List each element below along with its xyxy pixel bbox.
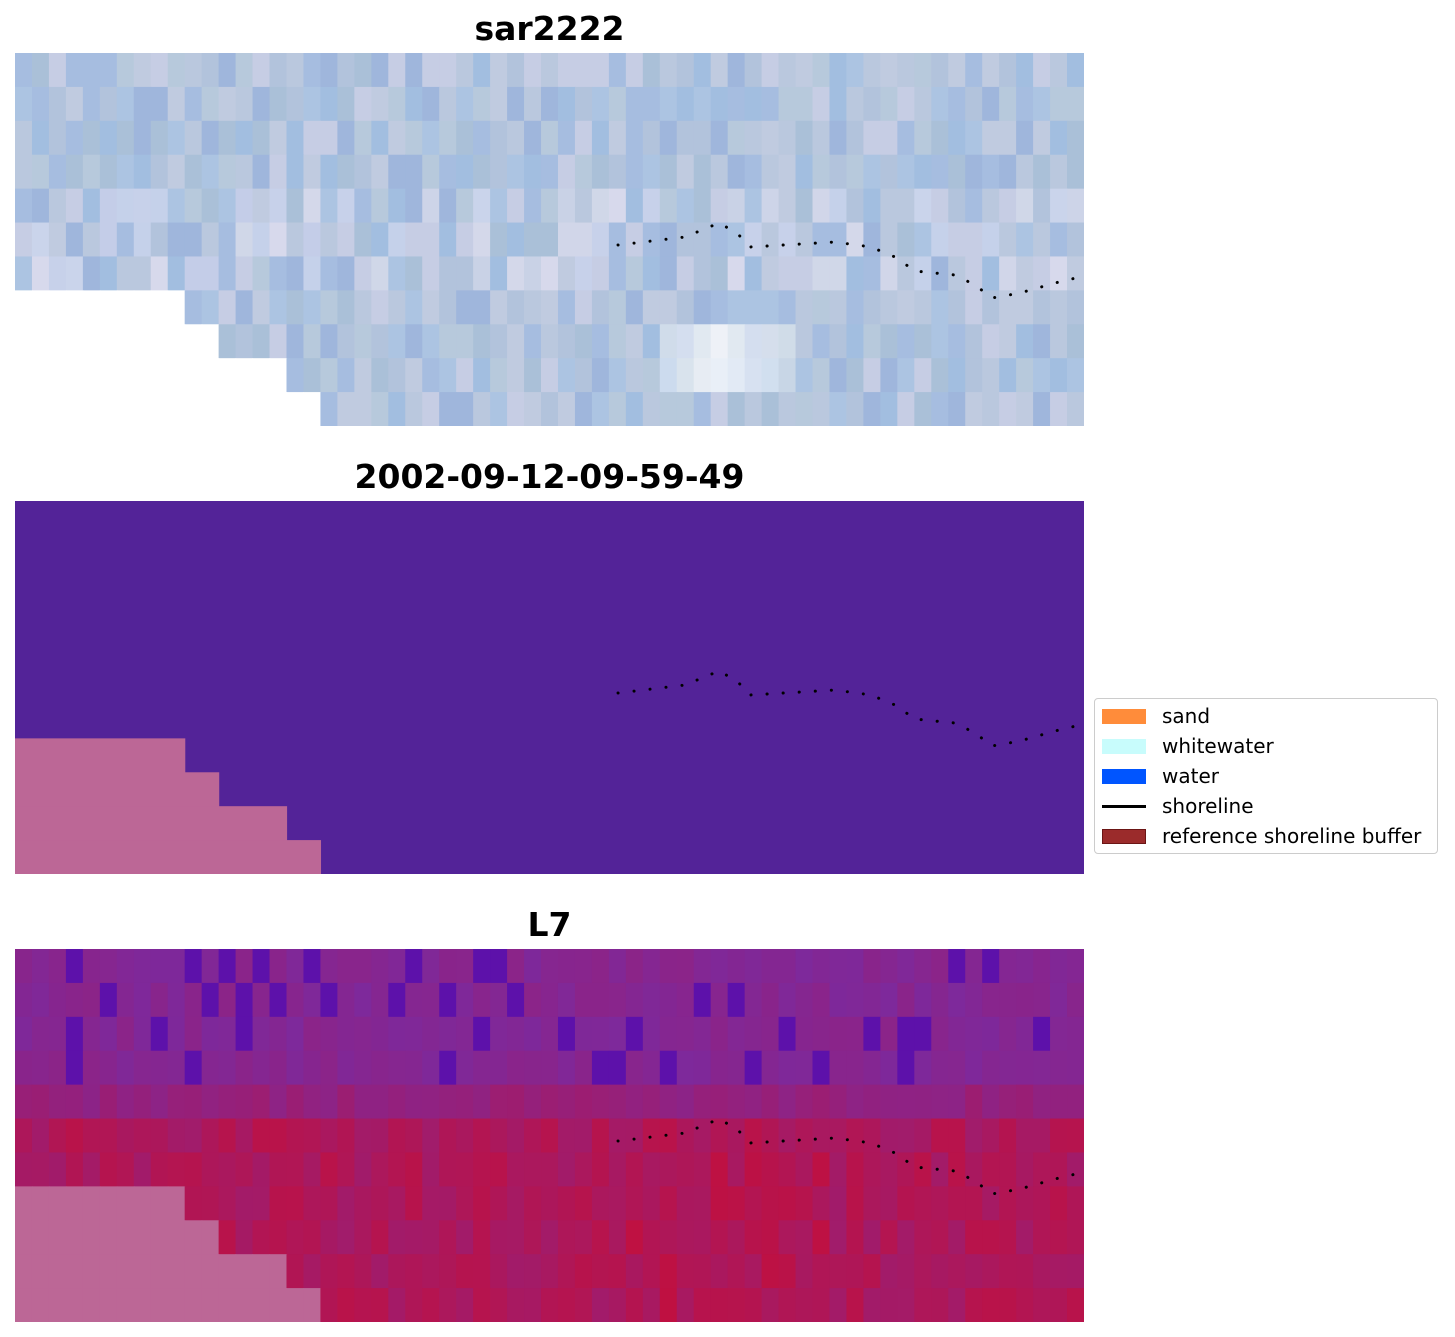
shoreline-swatch bbox=[1102, 804, 1146, 808]
legend: sand whitewater water shoreline referenc… bbox=[1094, 698, 1438, 854]
reference-buffer-swatch bbox=[1102, 828, 1146, 844]
index-image-panel bbox=[15, 949, 1084, 1322]
shoreline-dots bbox=[616, 1117, 1082, 1196]
rgb-image-panel bbox=[15, 53, 1084, 426]
shoreline-dots bbox=[616, 221, 1082, 300]
panel-title-date: 2002-09-12-09-59-49 bbox=[354, 457, 745, 496]
whitewater-swatch bbox=[1102, 738, 1146, 754]
legend-item-sand: sand bbox=[1102, 704, 1211, 728]
shoreline-dots bbox=[616, 669, 1082, 748]
panel-title-satellite: L7 bbox=[527, 905, 572, 944]
legend-label: reference shoreline buffer bbox=[1162, 824, 1422, 848]
legend-label: water bbox=[1162, 764, 1219, 788]
legend-label: whitewater bbox=[1162, 734, 1274, 758]
legend-item-whitewater: whitewater bbox=[1102, 734, 1274, 758]
rgb-image bbox=[15, 53, 1084, 426]
legend-label: shoreline bbox=[1162, 794, 1254, 818]
classified-image-panel bbox=[15, 501, 1084, 874]
index-image bbox=[15, 949, 1084, 1322]
legend-item-water: water bbox=[1102, 764, 1219, 788]
legend-label: sand bbox=[1162, 704, 1211, 728]
legend-item-shoreline: shoreline bbox=[1102, 794, 1254, 818]
panel-title-rgb: sar2222 bbox=[474, 9, 625, 48]
water-swatch bbox=[1102, 768, 1146, 784]
sand-swatch bbox=[1102, 708, 1146, 724]
legend-item-reference-buffer: reference shoreline buffer bbox=[1102, 824, 1422, 848]
classified-image bbox=[15, 501, 1084, 874]
